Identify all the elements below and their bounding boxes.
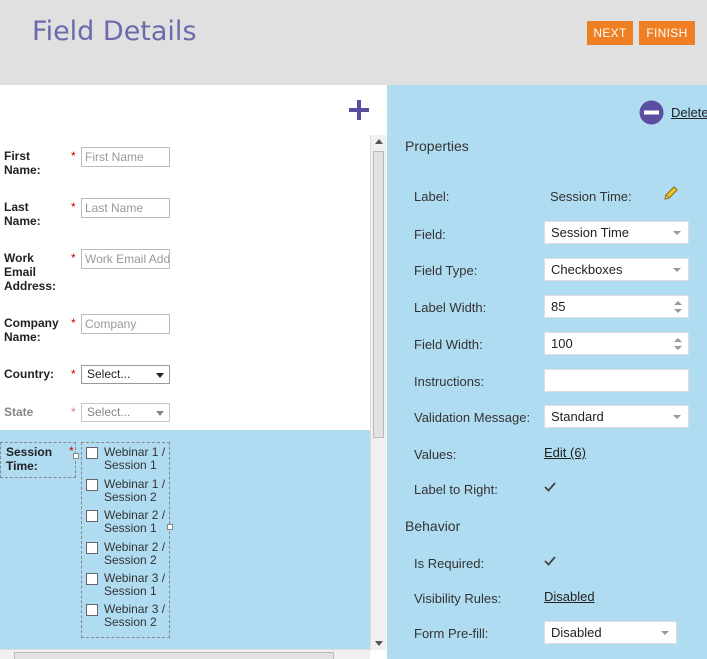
field-type-property-label: Field Type: xyxy=(414,263,478,278)
checkbox-option-label: Webinar 1 / Session 1 xyxy=(104,445,166,472)
is-required-property-label: Is Required: xyxy=(414,556,485,571)
field-width-value: 100 xyxy=(551,336,573,351)
chevron-down-icon xyxy=(673,268,681,272)
is-required-checkmark-icon[interactable] xyxy=(544,555,556,567)
state-select-value: Select... xyxy=(87,405,131,419)
label-property-label: Label: xyxy=(414,189,450,204)
instructions-property-label: Instructions: xyxy=(414,374,485,389)
pencil-icon[interactable] xyxy=(662,185,679,202)
chevron-down-icon xyxy=(673,231,681,235)
finish-button[interactable]: FINISH xyxy=(639,21,695,45)
field-width-stepper[interactable]: 100 xyxy=(544,332,689,355)
delete-link[interactable]: Delete xyxy=(671,105,707,120)
field-label-work-email: Work Email Address: xyxy=(4,251,57,293)
scrollbar-thumb[interactable] xyxy=(14,652,334,659)
visibility-rules-property-label: Visibility Rules: xyxy=(414,591,502,606)
field-select-value: Session Time xyxy=(551,225,630,240)
field-property-label: Field: xyxy=(414,227,446,242)
add-icon[interactable] xyxy=(347,98,371,122)
work-email-input[interactable]: Work Email Address xyxy=(81,249,170,269)
form-prefill-select[interactable]: Disabled xyxy=(544,621,677,644)
spinner-arrows-icon[interactable] xyxy=(674,336,682,352)
checkbox[interactable] xyxy=(86,573,98,585)
checkbox-option-label: Webinar 2 / Session 2 xyxy=(104,540,166,567)
spinner-arrows-icon[interactable] xyxy=(674,299,682,315)
company-input[interactable]: Company xyxy=(81,314,170,334)
scrollbar-thumb[interactable] xyxy=(373,151,384,438)
field-width-property-label: Field Width: xyxy=(414,337,483,352)
required-marker: * xyxy=(71,405,76,419)
checkbox[interactable] xyxy=(86,447,98,459)
checkbox-option-label: Webinar 2 / Session 1 xyxy=(104,508,166,535)
required-marker: * xyxy=(71,316,76,330)
checkbox-option-label: Webinar 3 / Session 2 xyxy=(104,602,166,629)
form-prefill-select-value: Disabled xyxy=(551,625,602,640)
horizontal-scrollbar[interactable] xyxy=(0,649,370,659)
validation-message-select[interactable]: Standard xyxy=(544,405,689,428)
resize-handle[interactable] xyxy=(73,453,79,459)
field-label-session-time: Session Time: xyxy=(6,445,53,473)
field-select[interactable]: Session Time xyxy=(544,221,689,244)
properties-heading: Properties xyxy=(405,138,469,154)
validation-message-select-value: Standard xyxy=(551,409,604,424)
label-width-value: 85 xyxy=(551,299,566,314)
session-time-checkbox-group: Webinar 1 / Session 1 Webinar 1 / Sessio… xyxy=(81,442,170,638)
required-marker: * xyxy=(71,251,76,265)
field-label-company: Company Name: xyxy=(4,316,59,344)
values-property-label: Values: xyxy=(414,447,457,462)
validation-message-property-label: Validation Message: xyxy=(414,410,531,425)
checkbox[interactable] xyxy=(86,479,98,491)
field-label-first-name: First Name: xyxy=(4,149,41,177)
chevron-down-icon xyxy=(661,631,669,635)
required-marker: * xyxy=(69,444,74,458)
checkbox[interactable] xyxy=(86,510,98,522)
last-name-input[interactable]: Last Name xyxy=(81,198,170,218)
session-time-label-box[interactable]: Session Time: xyxy=(0,442,76,478)
form-prefill-property-label: Form Pre-fill: xyxy=(414,626,489,641)
page-title: Field Details xyxy=(32,16,197,47)
chevron-down-icon xyxy=(156,411,164,416)
field-label-last-name: Last Name: xyxy=(4,200,41,228)
delete-icon[interactable] xyxy=(639,100,664,125)
vertical-scrollbar[interactable] xyxy=(370,135,386,650)
state-select[interactable]: Select... xyxy=(81,403,170,422)
label-width-stepper[interactable]: 85 xyxy=(544,295,689,318)
checkbox-option-label: Webinar 3 / Session 1 xyxy=(104,571,166,598)
label-property-value: Session Time: xyxy=(550,189,632,204)
checkbox-option-label: Webinar 1 / Session 2 xyxy=(104,477,166,504)
scroll-down-arrow-icon[interactable] xyxy=(375,641,383,646)
field-type-select-value: Checkboxes xyxy=(551,262,623,277)
country-select[interactable]: Select... xyxy=(81,365,170,384)
visibility-rules-link[interactable]: Disabled xyxy=(544,589,595,604)
country-select-value: Select... xyxy=(87,367,131,381)
behavior-heading: Behavior xyxy=(405,518,461,534)
label-to-right-property-label: Label to Right: xyxy=(414,482,498,497)
form-canvas: First Name: * First Name Last Name: * La… xyxy=(0,85,387,659)
required-marker: * xyxy=(71,367,76,381)
required-marker: * xyxy=(71,149,76,163)
chevron-down-icon xyxy=(673,415,681,419)
first-name-input[interactable]: First Name xyxy=(81,147,170,167)
scroll-up-arrow-icon[interactable] xyxy=(375,139,383,144)
properties-panel: Delete Properties Label: Session Time: F… xyxy=(387,85,707,659)
header-bar: Field Details NEXT FINISH xyxy=(0,0,707,85)
label-to-right-checkmark-icon[interactable] xyxy=(544,481,556,493)
field-label-state: State xyxy=(4,405,34,419)
edit-values-link[interactable]: Edit (6) xyxy=(544,445,586,460)
next-button[interactable]: NEXT xyxy=(587,21,633,45)
chevron-down-icon xyxy=(156,373,164,378)
field-label-country: Country: xyxy=(4,367,54,381)
field-type-select[interactable]: Checkboxes xyxy=(544,258,689,281)
label-width-property-label: Label Width: xyxy=(414,300,487,315)
instructions-input[interactable] xyxy=(544,369,689,392)
selected-session-time-field[interactable]: Session Time: * Webinar 1 / Session 1 We… xyxy=(0,430,370,649)
required-marker: * xyxy=(71,200,76,214)
checkbox[interactable] xyxy=(86,542,98,554)
resize-handle[interactable] xyxy=(167,524,173,530)
checkbox[interactable] xyxy=(86,604,98,616)
